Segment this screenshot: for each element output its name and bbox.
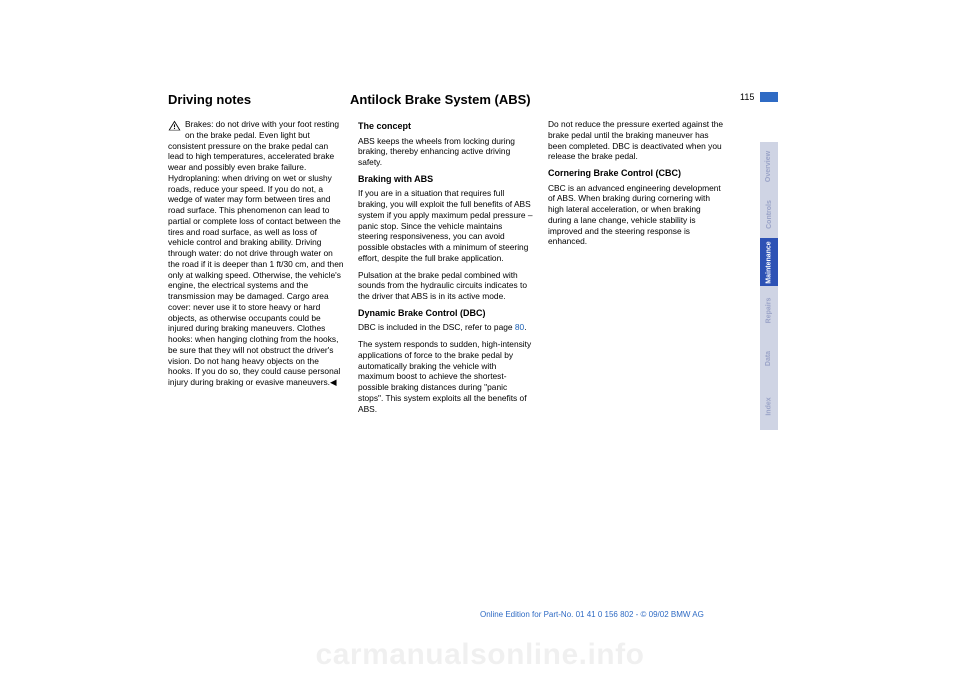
tab-maintenance[interactable]: Maintenance <box>760 238 778 286</box>
tab-index-label: Index <box>766 397 773 415</box>
col1-text: Brakes: do not drive with your foot rest… <box>168 119 344 387</box>
col1-body: Brakes: do not drive with your foot rest… <box>168 119 344 388</box>
tab-controls[interactable]: Controls <box>760 190 778 238</box>
col2-p4a: DBC is included in the DSC, refer to pag… <box>358 322 515 332</box>
tab-index[interactable]: Index <box>760 382 778 430</box>
tab-repairs-label: Repairs <box>766 297 773 323</box>
side-tabs: Overview Controls Maintenance Repairs Da… <box>760 142 778 430</box>
column-2: The concept ABS keeps the wheels from lo… <box>358 119 534 420</box>
col3-p2: CBC is an advanced engineering developme… <box>548 183 724 248</box>
watermark: carmanualsonline.info <box>0 638 960 672</box>
heading-driving-notes: Driving notes <box>168 92 350 107</box>
col2-p4: DBC is included in the DSC, refer to pag… <box>358 322 534 333</box>
page-number: 115 <box>740 92 754 102</box>
col2-p2: If you are in a situation that requires … <box>358 188 534 263</box>
tab-overview[interactable]: Overview <box>760 142 778 190</box>
sub-dbc: Dynamic Brake Control (DBC) <box>358 308 534 320</box>
sub-braking-with-abs: Braking with ABS <box>358 174 534 186</box>
column-3: Do not reduce the pressure exerted again… <box>548 119 724 420</box>
col2-p1: ABS keeps the wheels from locking during… <box>358 136 534 168</box>
tab-maintenance-label: Maintenance <box>766 241 773 283</box>
col2-p3: Pulsation at the brake pedal combined wi… <box>358 270 534 302</box>
warning-icon <box>168 120 181 131</box>
footer-text: Online Edition for Part-No. 01 41 0 156 … <box>480 610 704 619</box>
page-number-bar <box>760 92 778 102</box>
tab-data-label: Data <box>766 350 773 365</box>
page-link-80[interactable]: 80 <box>515 322 524 332</box>
tab-data[interactable]: Data <box>760 334 778 382</box>
tab-overview-label: Overview <box>766 150 773 181</box>
heading-abs: Antilock Brake System (ABS) <box>350 92 868 107</box>
col3-p1: Do not reduce the pressure exerted again… <box>548 119 724 162</box>
col2-p4b: . <box>524 322 526 332</box>
sub-cbc: Cornering Brake Control (CBC) <box>548 168 724 180</box>
tab-controls-label: Controls <box>766 200 773 229</box>
tab-repairs[interactable]: Repairs <box>760 286 778 334</box>
column-1: Brakes: do not drive with your foot rest… <box>168 119 344 420</box>
col2-p5: The system responds to sudden, high-inte… <box>358 339 534 414</box>
sub-the-concept: The concept <box>358 121 534 133</box>
